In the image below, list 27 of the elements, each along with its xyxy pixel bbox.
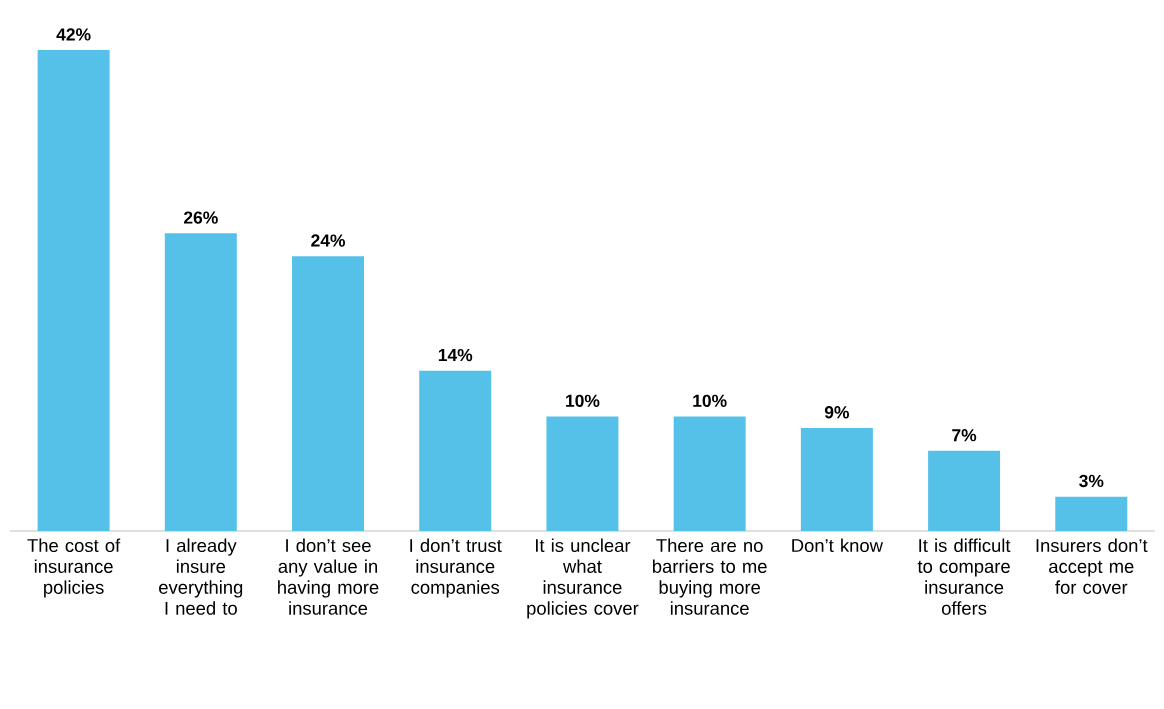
bar xyxy=(292,256,365,531)
data-label: 3% xyxy=(1079,474,1104,488)
data-label: 14% xyxy=(438,348,473,362)
bar xyxy=(928,450,1001,531)
data-label: 9% xyxy=(824,406,850,419)
bar xyxy=(37,50,110,531)
x-tick-label: The cost of insurance policies xyxy=(27,538,121,598)
x-tick-label: I don’t see any value in having more insurance xyxy=(278,538,379,615)
bar xyxy=(164,233,237,531)
x-tick-label: I don’t trust insurance companies xyxy=(410,538,502,598)
data-label: 10% xyxy=(566,394,600,407)
x-tick-label: Don’t know xyxy=(792,538,883,553)
x-tick-label: I already insure everything I need to xyxy=(159,538,243,615)
data-label: 26% xyxy=(183,211,218,224)
data-label: 42% xyxy=(56,28,91,41)
data-label: 10% xyxy=(693,394,727,407)
bar xyxy=(546,416,619,531)
data-label: 24% xyxy=(311,234,346,247)
x-tick-label: It is difficult to compare insurance offers xyxy=(917,538,1011,615)
data-label: 7% xyxy=(952,429,977,442)
bar xyxy=(419,370,492,531)
bar xyxy=(1055,496,1128,531)
x-tick-label: Insurers don’t accept me for cover xyxy=(1036,538,1148,594)
bar xyxy=(673,416,746,531)
x-tick-label: It is unclear what insurance policies cover xyxy=(527,538,639,619)
bar xyxy=(800,427,873,531)
x-tick-label: There are no barriers to me buying more insurance xyxy=(652,538,767,615)
